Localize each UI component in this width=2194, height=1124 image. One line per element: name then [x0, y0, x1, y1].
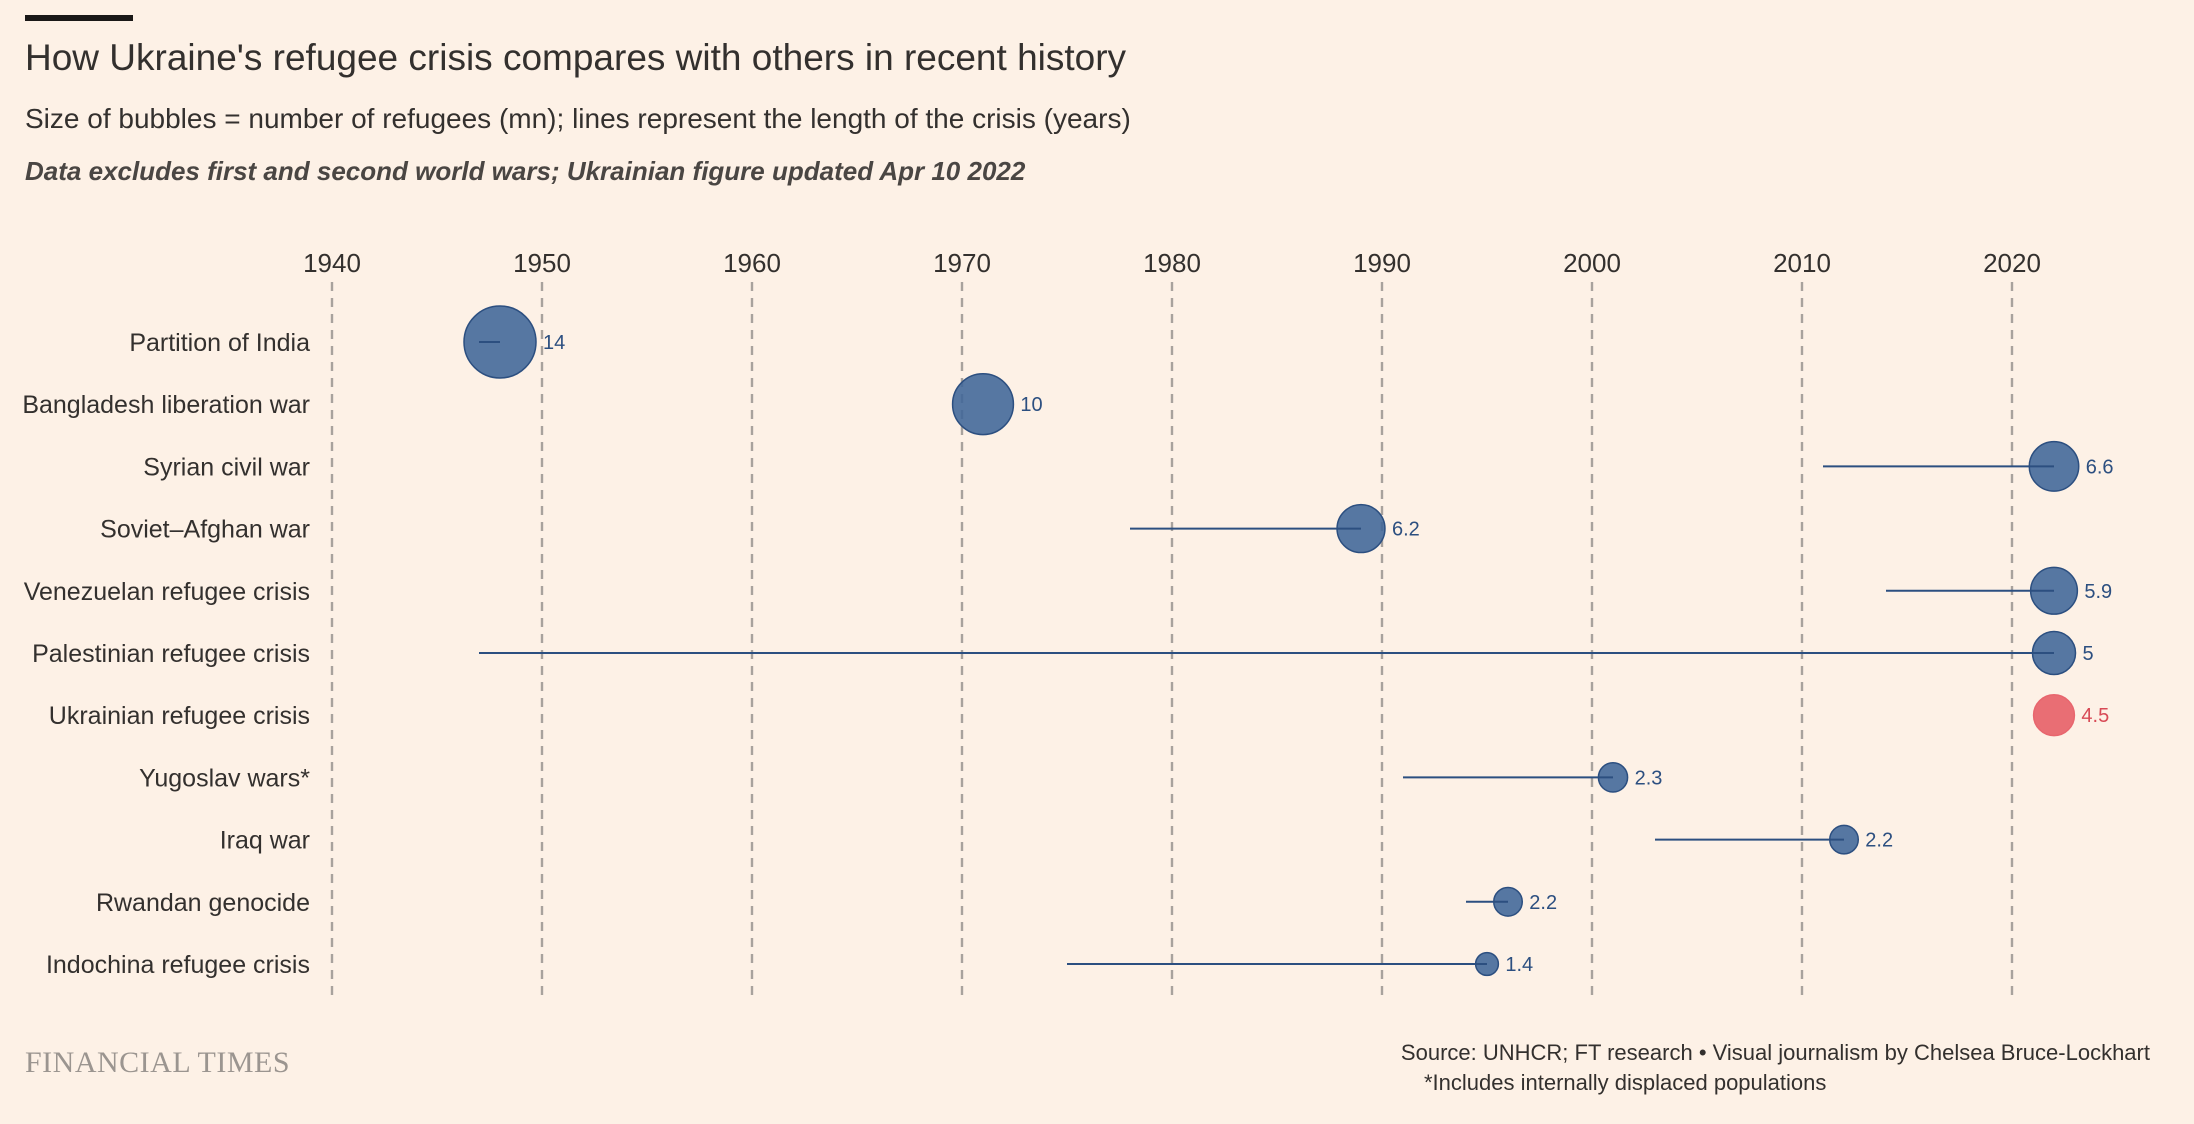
x-tick-label-2000: 2000: [1563, 248, 1621, 278]
row-3: Soviet–Afghan war 6.2: [100, 503, 1420, 554]
x-tick-label-2020: 2020: [1983, 248, 2041, 278]
grid-layer: [330, 282, 2014, 998]
x-tick-label-1960: 1960: [723, 248, 781, 278]
row-7: Yugoslav wars* 2.3: [139, 762, 1663, 793]
x-tick-label-1970: 1970: [933, 248, 991, 278]
bubble: [2032, 694, 2076, 737]
row-label: Indochina refugee crisis: [46, 951, 310, 979]
row-6: Ukrainian refugee crisis 4.5: [49, 694, 2109, 737]
chart-title: How Ukraine's refugee crisis compares wi…: [25, 37, 1127, 78]
value-label: 1.4: [1505, 954, 1533, 976]
x-tick-label-2010: 2010: [1773, 248, 1831, 278]
value-label: 2.3: [1635, 767, 1663, 789]
row-label: Syrian civil war: [143, 453, 310, 481]
row-label: Yugoslav wars*: [139, 764, 310, 792]
row-2: Syrian civil war 6.6: [143, 440, 2114, 492]
row-10: Indochina refugee crisis 1.4: [46, 951, 1533, 979]
row-5: Palestinian refugee crisis 5: [32, 630, 2094, 676]
row-label: Palestinian refugee crisis: [32, 640, 310, 668]
row-4: Venezuelan refugee crisis 5.9: [24, 566, 2112, 615]
row-label: Rwandan genocide: [96, 889, 310, 917]
x-tick-label-1980: 1980: [1143, 248, 1201, 278]
row-label: Ukrainian refugee crisis: [49, 702, 310, 730]
value-label: 2.2: [1865, 830, 1893, 852]
ft-logo: FINANCIAL TIMES: [25, 1046, 291, 1079]
top-rule: [25, 15, 133, 21]
value-label: 4.5: [2081, 705, 2109, 727]
chart-note: Data excludes first and second world war…: [25, 156, 1026, 186]
row-label: Iraq war: [220, 827, 310, 855]
row-label: Bangladesh liberation war: [22, 391, 310, 419]
x-tick-label-1950: 1950: [513, 248, 571, 278]
row-9: Rwandan genocide 2.2: [96, 886, 1557, 917]
chart-subtitle: Size of bubbles = number of refugees (mn…: [25, 103, 1131, 134]
row-label: Venezuelan refugee crisis: [24, 578, 310, 606]
value-label: 5: [2083, 643, 2094, 665]
row-label: Partition of India: [129, 329, 310, 357]
x-tick-label-1940: 1940: [303, 248, 361, 278]
value-label: 5.9: [2084, 581, 2112, 603]
row-1: Bangladesh liberation war 10: [22, 373, 1043, 436]
row-8: Iraq war 2.2: [220, 824, 1893, 855]
rows-layer: Partition of India 14 Bangladesh liberatio…: [22, 305, 2114, 979]
bubble: [951, 373, 1015, 436]
x-axis-ticks: 1940 1950 1960 1970 1980 1990 2000 2010 2020: [303, 248, 2041, 278]
row-0: Partition of India 14: [129, 305, 565, 379]
value-label: 10: [1020, 394, 1042, 416]
value-label: 2.2: [1529, 892, 1557, 914]
value-label: 6.2: [1392, 519, 1420, 541]
value-label: 14: [543, 332, 565, 354]
source-text: Source: UNHCR; FT research • Visual jour…: [1400, 1040, 2150, 1065]
x-tick-label-1990: 1990: [1353, 248, 1411, 278]
footnote-text: *Includes internally displaced populatio…: [1424, 1070, 1827, 1095]
row-label: Soviet–Afghan war: [100, 516, 310, 544]
value-label: 6.6: [2086, 456, 2114, 478]
